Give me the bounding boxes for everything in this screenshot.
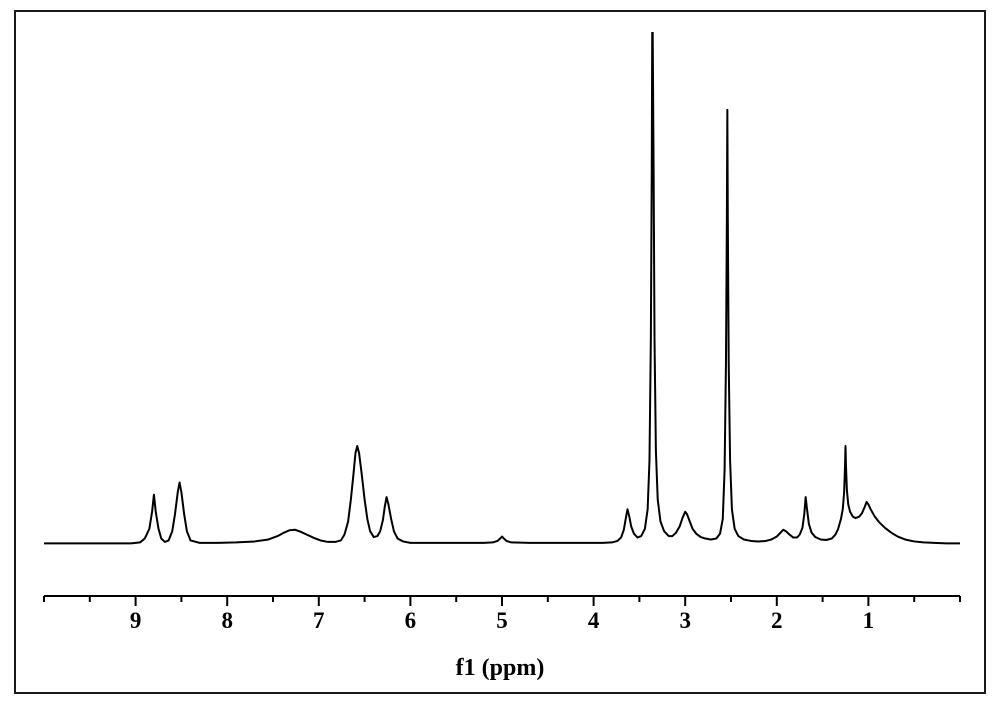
x-tick-label: 6 xyxy=(405,608,417,634)
x-axis-title: f1 (ppm) xyxy=(456,655,545,682)
x-tick-label: 8 xyxy=(221,608,233,634)
x-tick-label: 9 xyxy=(130,608,142,634)
x-tick-label: 7 xyxy=(313,608,325,634)
x-tick-label: 5 xyxy=(496,608,508,634)
x-tick-label: 1 xyxy=(863,608,875,634)
x-axis xyxy=(0,0,1000,703)
x-tick-label: 2 xyxy=(771,608,783,634)
x-tick-label: 3 xyxy=(679,608,691,634)
x-tick-label: 4 xyxy=(588,608,600,634)
